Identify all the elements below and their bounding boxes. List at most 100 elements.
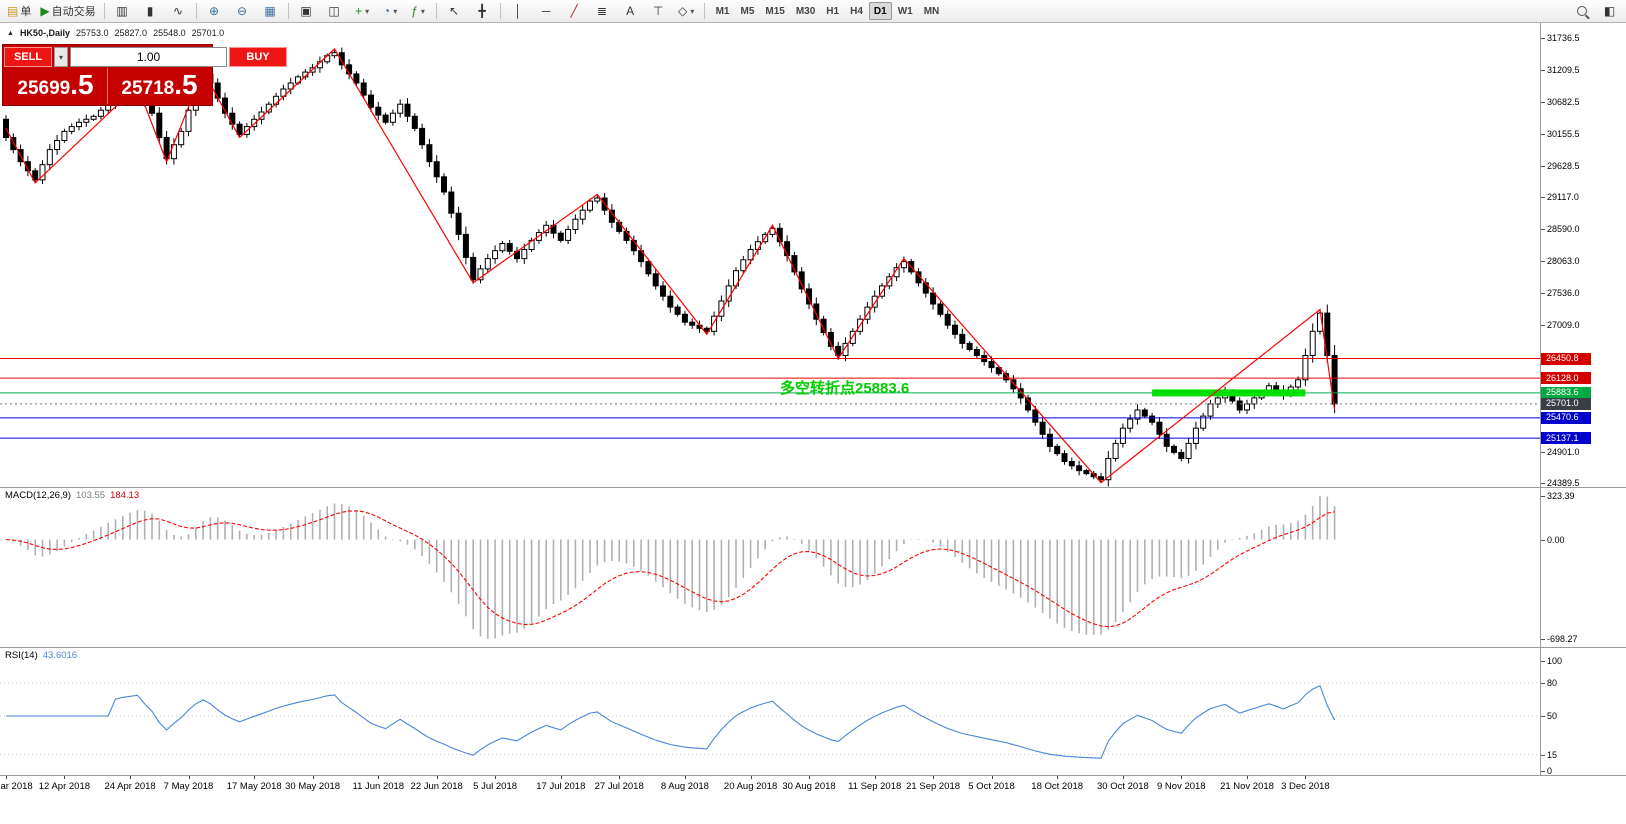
indicators-button[interactable]: ƒ ▾: [405, 1, 432, 22]
time-axis-label: 17 May 2018: [226, 781, 282, 792]
timeframe-m5[interactable]: M5: [735, 2, 759, 20]
line-chart-button[interactable]: ∿: [165, 1, 192, 22]
plus-icon: +: [355, 4, 363, 18]
time-axis-tick: [809, 776, 810, 779]
time-axis-label: 21 Nov 2018: [1220, 781, 1274, 792]
time-axis-tick: [312, 776, 314, 779]
toolbar-separator: [703, 3, 705, 19]
price-level-tag: 25137.1: [1541, 432, 1591, 445]
zoom-in-button[interactable]: ⊕: [201, 1, 228, 22]
time-axis-tick: [495, 776, 497, 779]
time-axis-label: 5 Oct 2018: [968, 781, 1015, 792]
price-axis-label: 100: [1547, 656, 1563, 666]
timeframe-mn[interactable]: MN: [919, 2, 945, 20]
price-level-tag: 26128.0: [1541, 372, 1591, 385]
function-icon: ƒ: [411, 4, 418, 18]
text-button[interactable]: A: [617, 1, 644, 22]
candlestick-icon: ▮: [146, 4, 154, 18]
fibonacci-button[interactable]: ≣: [589, 1, 616, 22]
timeframe-m30[interactable]: M30: [791, 2, 820, 20]
text-label-button[interactable]: ⊤: [645, 1, 672, 22]
cascade-windows-button[interactable]: ◫: [321, 1, 348, 22]
trendline-button[interactable]: ╱: [561, 1, 588, 22]
bar-chart-button[interactable]: ▥: [109, 1, 136, 22]
time-axis-tick: [1247, 776, 1248, 779]
text-label-icon: ⊤: [652, 4, 664, 18]
shapes-icon: ◇: [677, 4, 688, 18]
time-axis[interactable]: 28 Mar 2018 12 Apr 2018 24 Apr 2018 7 May 2…: [0, 775, 1626, 797]
low-value: 25548.0: [153, 28, 186, 38]
rsi-value: 43.6016: [42, 650, 78, 661]
shapes-button[interactable]: ◇ ▾: [673, 1, 700, 22]
clock-icon: ◔: [382, 4, 391, 18]
timeframe-h4[interactable]: H4: [845, 2, 868, 20]
horizontal-line-button[interactable]: ─: [533, 1, 560, 22]
price-axis[interactable]: 31736.5 31209.5 30682.5 30155.5 29628.5 29117…: [1541, 0, 1626, 776]
panel-separator-macd-rsi[interactable]: [0, 647, 1626, 648]
trade-prices-row: 25699.5 25718.5: [4, 68, 211, 104]
buy-button[interactable]: BUY: [229, 47, 287, 67]
axis-tick: [1541, 539, 1545, 541]
price-axis-label: 28063.0: [1547, 255, 1580, 266]
new-chart-button[interactable]: + ▾: [349, 1, 376, 22]
vertical-line-button[interactable]: │: [505, 1, 532, 22]
axis-tick: [1541, 683, 1545, 684]
period-button[interactable]: ◔ ▾: [377, 1, 404, 22]
time-axis-tick: [130, 776, 132, 779]
zoom-out-button[interactable]: ⊖: [229, 1, 256, 22]
chevron-down-icon: ▾: [393, 6, 398, 16]
autotrading-button[interactable]: ▶ 自动交易: [36, 1, 99, 22]
time-axis-label: 11 Jun 2018: [352, 781, 405, 792]
time-axis-label: 7 May 2018: [163, 781, 214, 792]
data-window-button[interactable]: ◧: [1596, 1, 1623, 22]
grid-icon: ▦: [264, 4, 276, 18]
time-axis-label: 22 Jun 2018: [410, 781, 463, 792]
new-order-button[interactable]: ▤ 单: [3, 1, 35, 22]
timeframe-h1[interactable]: H1: [821, 2, 844, 20]
grid-button[interactable]: ▦: [257, 1, 284, 22]
play-icon: ▶: [40, 4, 50, 18]
collapse-icon[interactable]: ▲: [7, 29, 14, 37]
volume-input[interactable]: [70, 47, 227, 67]
time-axis-tick: [684, 776, 686, 779]
rsi-panel-canvas[interactable]: [0, 648, 1541, 775]
cursor-button[interactable]: ↖: [441, 1, 468, 22]
timeframe-d1[interactable]: D1: [868, 2, 892, 20]
candlestick-chart-button[interactable]: ▮: [137, 1, 164, 22]
close-value: 25701.0: [191, 28, 225, 38]
axis-tick: [1541, 496, 1545, 497]
macd-name: MACD(12,26,9): [5, 490, 71, 501]
open-value: 25753.0: [75, 28, 109, 38]
axis-tick: [1541, 639, 1545, 640]
time-axis-label: 21 Sep 2018: [906, 781, 961, 792]
sell-button[interactable]: SELL: [4, 47, 52, 67]
timeframe-w1[interactable]: W1: [893, 2, 918, 20]
sell-price[interactable]: 25699.5: [4, 68, 107, 104]
crosshair-button[interactable]: ╋: [469, 1, 496, 22]
search-button[interactable]: [1568, 1, 1595, 22]
time-axis-tick: [750, 776, 752, 779]
tile-windows-button[interactable]: ▣: [293, 1, 320, 22]
autotrading-label: 自动交易: [51, 6, 96, 18]
axis-tick: [1541, 483, 1545, 485]
price-axis-label: 0.00: [1547, 534, 1565, 545]
price-axis-label: 80: [1547, 678, 1558, 688]
time-axis-tick: [188, 776, 190, 779]
time-axis-tick: [1057, 776, 1059, 779]
timeframe-m15[interactable]: M15: [760, 2, 789, 20]
price-axis-label: 28590.0: [1547, 223, 1580, 234]
time-axis-label: 20 Aug 2018: [723, 781, 778, 792]
rsi-label: RSI(14) 43.6016: [5, 650, 77, 661]
time-axis-label: 5 Jul 2018: [473, 781, 518, 792]
macd-panel-canvas[interactable]: [0, 488, 1541, 647]
panel-separator-main-macd[interactable]: [0, 487, 1626, 488]
axis-tick: [1541, 716, 1545, 717]
volume-dropdown-button[interactable]: ▾: [54, 47, 68, 67]
timeframe-m1[interactable]: M1: [711, 2, 735, 20]
crosshair-icon: ╋: [478, 4, 486, 18]
price-level-tag: 25883.6: [1541, 386, 1591, 399]
buy-price[interactable]: 25718.5: [107, 68, 211, 104]
fibonacci-icon: ≣: [597, 4, 608, 18]
macd-main-value: 103.55: [76, 490, 106, 501]
main-chart-canvas[interactable]: [0, 23, 1541, 487]
